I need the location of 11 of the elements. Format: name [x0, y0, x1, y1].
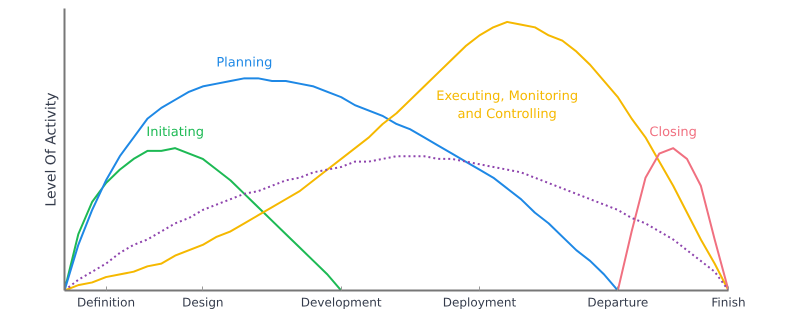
series-label: Executing, Monitoring and Controlling: [436, 89, 578, 122]
x-tick-label: Definition: [76, 296, 136, 310]
x-tick-label: Development: [300, 296, 382, 310]
x-tick-label: Deployment: [442, 296, 516, 310]
series-label: Closing: [649, 125, 697, 140]
y-axis-title: Level Of Activity: [44, 92, 60, 207]
series-label: Initiating: [146, 125, 204, 140]
series-label: Planning: [216, 55, 272, 70]
x-tick-label: Finish: [711, 296, 746, 310]
x-tick-label: Departure: [587, 296, 648, 310]
x-tick-label: Design: [182, 296, 224, 310]
